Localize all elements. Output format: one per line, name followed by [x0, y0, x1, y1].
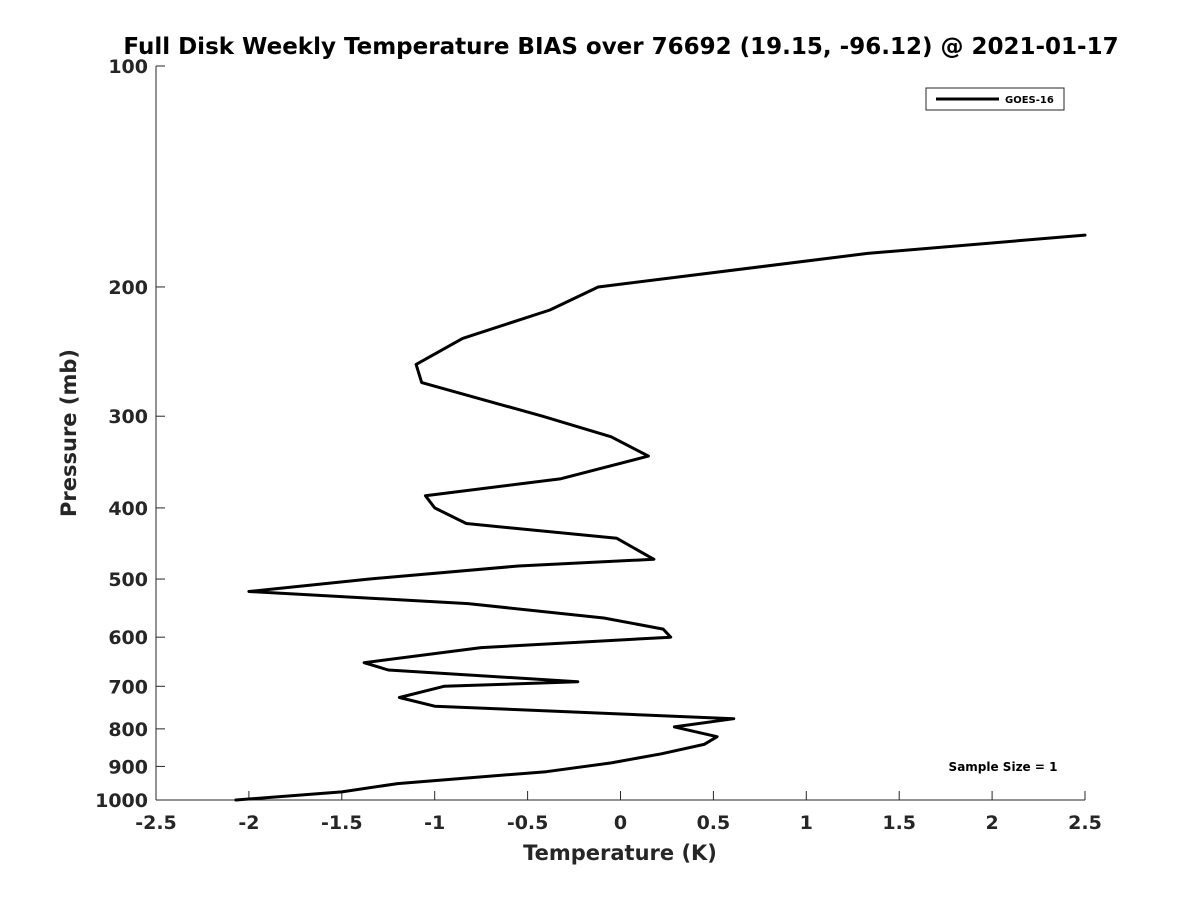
- x-tick-label: 0.5: [697, 812, 731, 834]
- y-tick-label: 300: [108, 406, 148, 428]
- legend: GOES-16: [925, 87, 1065, 111]
- series-group: [234, 233, 1087, 802]
- x-tick-label: 0: [614, 812, 627, 834]
- x-tick-label: -2.5: [135, 812, 177, 834]
- chart-title: Full Disk Weekly Temperature BIAS over 7…: [123, 34, 1118, 60]
- plot-area: [156, 66, 1085, 800]
- y-tick-label: 1000: [95, 790, 148, 812]
- x-tick-label: 2: [985, 812, 998, 834]
- y-tick-label: 200: [108, 277, 148, 299]
- y-tick-label: 700: [108, 676, 148, 698]
- y-tick-label: 600: [108, 627, 148, 649]
- y-ticks: 100 200 300 400 500 600 700 800 900 1000: [95, 56, 165, 812]
- series-line-goes-16: [234, 233, 1087, 802]
- x-tick-label: -1.5: [321, 812, 363, 834]
- x-ticks: -2.5 -2 -1.5 -1 -0.5 0 0.5 1 1.5 2 2.5: [135, 791, 1102, 834]
- y-tick-label: 900: [108, 756, 148, 778]
- y-axis-label: Pressure (mb): [57, 349, 81, 517]
- y-tick-label: 500: [108, 569, 148, 591]
- x-tick-label: 1: [800, 812, 813, 834]
- x-tick-label: 1.5: [882, 812, 916, 834]
- y-tick-label: 100: [108, 56, 148, 78]
- y-tick-label: 800: [108, 719, 148, 741]
- y-tick-label: 400: [108, 498, 148, 520]
- x-tick-label: 2.5: [1068, 812, 1102, 834]
- x-tick-label: -2: [238, 812, 259, 834]
- x-tick-label: -0.5: [507, 812, 549, 834]
- x-tick-label: -1: [424, 812, 445, 834]
- x-axis-label: Temperature (K): [523, 841, 717, 865]
- legend-label-goes-16: GOES-16: [1005, 95, 1054, 106]
- sample-size-annotation: Sample Size = 1: [949, 760, 1058, 774]
